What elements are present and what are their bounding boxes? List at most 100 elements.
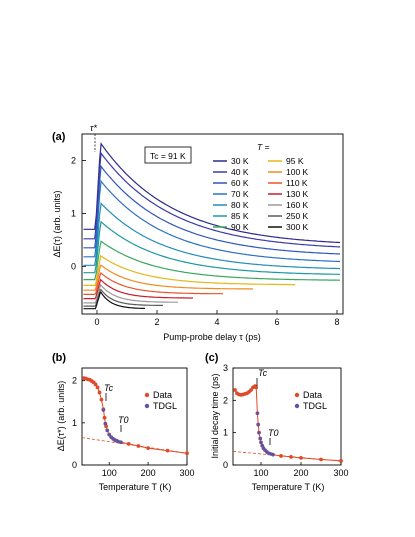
y-tick-label-1: 1 [71, 208, 76, 218]
panel-a-series [83, 142, 341, 310]
panel-c-legend-tdgl-marker [294, 403, 300, 409]
panel-c-tdgl-point-1 [256, 422, 260, 427]
legend-label-3: 70 K [231, 189, 249, 199]
series-line-7 [83, 254, 295, 286]
panel-c-y-tick-label-1: 1 [223, 428, 228, 438]
panel-b-frame [81, 367, 188, 466]
panel-c-ylabel: Initial decay time (ps) [210, 373, 220, 458]
panel-c-legend-data-marker [294, 392, 300, 398]
panel-b-y-tick-label-2: 2 [72, 376, 77, 386]
series-line-4 [83, 202, 341, 270]
legend-label-2: 60 K [231, 178, 249, 188]
panel-b-data-point-21 [126, 442, 131, 446]
panel-c-data-point-23 [279, 454, 283, 458]
panel-c-tdgl-point-5 [260, 443, 264, 448]
panel-b-data-point-24 [165, 448, 170, 453]
legend-label-12: 250 K [286, 211, 309, 221]
panel-a-frame [81, 133, 344, 315]
panel-c-y-tick-label-2: 2 [223, 395, 228, 405]
panel-b-x-tick-label-2: 300 [179, 468, 194, 478]
legend-label-8: 100 K [286, 167, 309, 177]
tau-star-label: τ* [90, 123, 97, 133]
legend-label-13: 300 K [286, 222, 309, 232]
series-line-6 [83, 240, 340, 281]
panel-b-data-point-25 [185, 451, 189, 456]
series-line-0 [83, 142, 341, 244]
panel-a: (a) τ* Tc = 91 K T = 0 2 4 6 8 0 1 2 30 K40 K60… [52, 123, 344, 342]
x-tick-label-3: 6 [274, 317, 279, 327]
panel-c-legend-data-label: Data [303, 390, 322, 400]
legend-title: T = [257, 142, 270, 152]
tc-box [144, 146, 192, 164]
legend-label-11: 160 K [286, 200, 309, 210]
series-line-9 [83, 272, 224, 295]
panel-c-tc-annotation: Tc [258, 368, 268, 378]
panel-b-legend-data-marker [144, 392, 150, 398]
panel-b-ylabel: ΔE(τ*) (arb. units) [56, 381, 66, 452]
panel-c-label: (c) [205, 352, 219, 364]
panel-c-legend-tdgl-label: TDGL [303, 401, 327, 411]
y-tick-label-0: 0 [71, 261, 76, 271]
panel-b-y-tick-label-0: 0 [72, 460, 77, 470]
panel-c-t0-annotation: T0 [268, 428, 279, 438]
panel-c-xlabel: Temperature T (K) [252, 482, 325, 492]
panel-c-data-point-8 [249, 388, 253, 392]
panel-b-reference-line [81, 437, 188, 454]
panel-b-tdgl-point-2 [105, 428, 109, 433]
panel-a-xlabel: Pump-probe delay τ (ps) [163, 332, 261, 342]
panel-c-data-point-25 [299, 455, 303, 460]
panel-c-data-point-11 [254, 385, 259, 390]
series-line-13 [83, 291, 146, 310]
panel-c-x-tick-label-0: 100 [253, 468, 268, 478]
x-tick-label-2: 4 [214, 317, 219, 327]
y-tick-label-2: 2 [71, 155, 76, 165]
panel-c-x-tick-label-2: 300 [333, 468, 348, 478]
legend-label-0: 30 K [231, 156, 249, 166]
panel-b-data-point-11 [102, 415, 107, 420]
panel-c-tdgl-point-4 [259, 440, 263, 445]
legend-label-7: 95 K [286, 156, 304, 166]
panel-c-tdgl-point-11 [271, 452, 275, 457]
panel-b-data-point-8 [97, 390, 102, 395]
panel-b-tc-annotation: Tc [104, 383, 114, 393]
panel-c-y-tick-label-0: 0 [223, 460, 228, 470]
panel-a-ylabel: ΔE(τ) (arb. units) [52, 190, 62, 257]
panel-c-data-curve [234, 385, 342, 462]
legend-label-1: 40 K [231, 167, 249, 177]
legend-label-6: 90 K [231, 222, 249, 232]
panel-b-tdgl-point-0 [101, 408, 106, 412]
series-line-11 [83, 283, 179, 304]
series-line-5 [83, 220, 341, 275]
panel-a-axes: 0 2 4 6 8 0 1 2 [71, 155, 340, 327]
panel-b-data-point-9 [99, 397, 104, 402]
panel-b-data-point-6 [93, 382, 98, 387]
series-line-2 [83, 164, 341, 255]
tc-box-text: Tc = 91 K [150, 151, 186, 161]
panel-c-frame [232, 367, 342, 466]
panel-c-y-tick-label-3: 3 [223, 363, 228, 373]
panel-b-y-tick-label-1: 1 [72, 418, 77, 428]
panel-a-label: (a) [52, 131, 66, 143]
panel-c-tdgl-point-3 [258, 436, 262, 441]
panel-c-data-point-27 [339, 458, 343, 463]
panel-b-x-tick-label-1: 200 [141, 468, 156, 478]
panel-c-tdgl-point-0 [255, 411, 260, 415]
panel-b-data-point-23 [146, 446, 151, 451]
panel-c-data-point-24 [289, 455, 293, 459]
panel-b-xlabel: Temperature T (K) [99, 482, 172, 492]
panel-b-data-point-22 [136, 444, 141, 448]
legend-label-4: 80 K [231, 200, 249, 210]
panel-c-data-point-0 [233, 388, 237, 392]
panel-b-t0-annotation: T0 [118, 415, 129, 425]
legend-label-5: 85 K [231, 211, 249, 221]
panel-b-x-tick-label-0: 100 [102, 468, 117, 478]
panel-b-legend-tdgl-label: TDGL [153, 401, 177, 411]
x-tick-label-0: 0 [94, 317, 99, 327]
legend-label-10: 130 K [286, 189, 309, 199]
series-line-3 [83, 179, 341, 263]
panel-c-tdgl-point-2 [257, 430, 261, 435]
